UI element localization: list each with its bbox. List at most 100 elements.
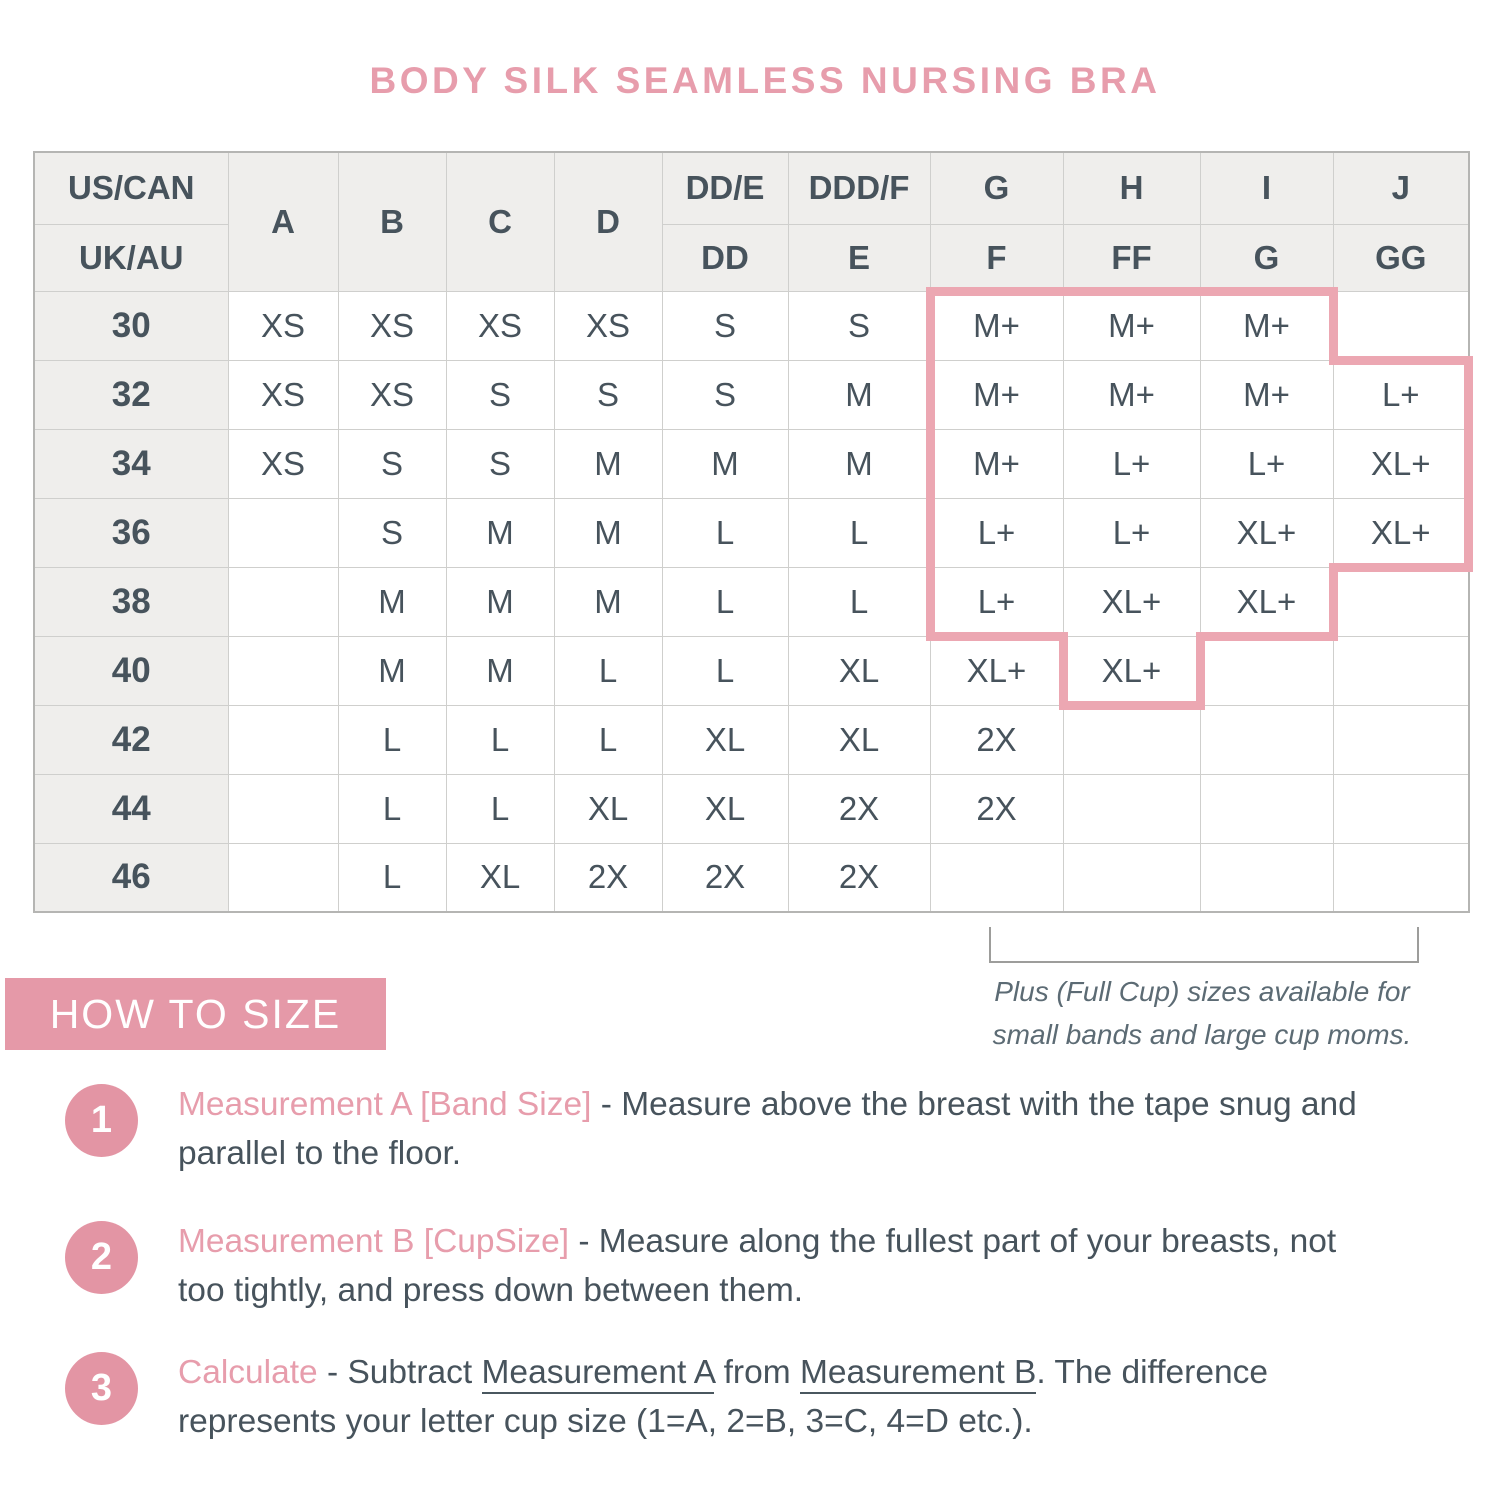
step-number-badge: 2 — [65, 1221, 138, 1294]
size-cell: L — [337, 704, 447, 775]
size-cell — [1199, 635, 1334, 706]
corner-us-can: US/CAN — [33, 151, 229, 225]
plus-region-outline — [925, 286, 1068, 365]
how-to-size-heading: HOW TO SIZE — [5, 978, 386, 1050]
table-row-band-30: 30 XS XS XS XS S S M+ M+ M+ — [33, 286, 1470, 365]
column-subheader-ff: FF — [1062, 223, 1201, 292]
size-cell: XS — [337, 359, 447, 430]
size-cell: XL — [661, 773, 789, 844]
size-cell: S — [445, 428, 555, 499]
size-cell: M — [787, 359, 931, 430]
size-cell: M — [553, 566, 663, 637]
size-cell: M — [337, 566, 447, 637]
step-body-segment: Subtract — [347, 1354, 482, 1391]
size-cell — [1062, 842, 1201, 913]
plus-region-outline — [925, 355, 1068, 434]
size-cell: M+ — [1195, 286, 1338, 365]
size-chart-header: US/CAN A B C D DD/E DDD/F G H I J UK/AU DD E F FF G GG — [33, 151, 1470, 292]
step-body-segment: Measurement B — [799, 1354, 1037, 1394]
size-cell — [929, 842, 1064, 913]
size-cell — [1332, 566, 1470, 637]
size-cell — [227, 497, 339, 568]
size-cell: XS — [227, 428, 339, 499]
size-cell: XL — [787, 704, 931, 775]
size-cell: XL+ — [929, 635, 1064, 706]
size-cell: M — [553, 428, 663, 499]
size-cell: L — [337, 842, 447, 913]
size-cell: S — [661, 290, 789, 361]
size-cell — [227, 704, 339, 775]
plus-region-outline — [1059, 425, 1205, 503]
plus-region-outline — [1196, 356, 1338, 434]
step-body-segment: Measure along the fullest part of your b… — [598, 1223, 1337, 1260]
plus-region-outline — [1329, 424, 1473, 503]
size-cell: M+ — [1058, 286, 1205, 361]
plus-sizes-bracket — [989, 927, 1419, 963]
size-chart-body: 30 XS XS XS XS S S M+ M+ M+ 32 XS XS S S S M M+ M+ M+ L+ 34 XS… — [33, 286, 1473, 913]
size-cell: S — [337, 497, 447, 568]
band-size-cell: 42 — [33, 704, 229, 775]
size-cell: M — [553, 497, 663, 568]
size-cell: L — [553, 635, 663, 706]
plus-region-outline — [1058, 286, 1205, 365]
step-number-badge: 3 — [65, 1352, 138, 1425]
size-cell: M+ — [925, 355, 1064, 434]
header-row-us: US/CAN A B C D DD/E DDD/F G H I J — [33, 151, 1470, 292]
plus-region-outline — [1059, 356, 1205, 434]
size-cell: M+ — [925, 424, 1064, 503]
size-cell: XL — [787, 635, 931, 706]
size-cell: L — [661, 566, 789, 637]
plus-region-outline — [1196, 494, 1338, 572]
step-number-badge: 1 — [65, 1084, 138, 1157]
step-text: Measurement A [Band Size] - Measure abov… — [178, 1080, 1470, 1178]
step-separator: - — [591, 1086, 622, 1123]
size-cell: L+ — [1199, 428, 1334, 499]
column-subheader-gg: GG — [1332, 223, 1470, 292]
plus-region-outline — [1195, 562, 1338, 641]
size-cell — [1199, 704, 1334, 775]
step-lead: Calculate — [178, 1354, 318, 1391]
column-subheader-dd: DD — [661, 223, 789, 292]
plus-region-outline — [925, 424, 1068, 503]
step-lead: Measurement B [CupSize] — [178, 1223, 570, 1260]
step-1: 1 Measurement A [Band Size] - Measure abo… — [65, 1080, 1470, 1178]
step-text: Measurement B [CupSize] - Measure along … — [178, 1217, 1470, 1315]
size-cell — [227, 566, 339, 637]
column-header-h: H — [1062, 151, 1201, 225]
step-2: 2 Measurement B [CupSize] - Measure along… — [65, 1217, 1470, 1315]
size-cell: XL+ — [1195, 562, 1338, 641]
size-cell: M+ — [1199, 359, 1334, 430]
table-row-band-40: 40 M M L L XL XL+ XL+ — [33, 631, 1470, 710]
size-cell — [227, 635, 339, 706]
step-body-segment: . The difference — [1036, 1354, 1268, 1391]
band-size-cell: 36 — [33, 497, 229, 568]
size-cell — [1332, 704, 1470, 775]
step-body-segment: parallel to the floor. — [178, 1135, 462, 1172]
size-cell: M — [445, 566, 555, 637]
table-row-band-32: 32 XS XS S S S M M+ M+ M+ L+ — [33, 355, 1473, 434]
size-cell: L — [661, 497, 789, 568]
column-subheader-f: F — [929, 223, 1064, 292]
table-row-band-46: 46 L XL 2X 2X 2X — [33, 842, 1470, 913]
size-cell: S — [661, 359, 789, 430]
size-cell: L — [445, 773, 555, 844]
band-size-cell: 32 — [33, 359, 229, 430]
size-cell: L+ — [1328, 355, 1473, 434]
table-row-band-44: 44 L L XL XL 2X 2X — [33, 773, 1470, 844]
plus-region-outline — [1058, 631, 1205, 710]
size-cell: XL+ — [1058, 631, 1205, 710]
size-cell: XL+ — [1062, 566, 1201, 637]
size-cell: XS — [227, 290, 339, 361]
step-lead: Measurement A [Band Size] — [178, 1086, 592, 1123]
size-cell: M — [787, 428, 931, 499]
header-row-uk: UK/AU DD E F FF G GG — [33, 223, 1470, 292]
band-size-cell: 46 — [33, 842, 229, 913]
column-header-a: A — [227, 151, 339, 292]
size-cell: L — [787, 497, 931, 568]
step-body-segment: represents your letter cup size (1=A, 2=… — [178, 1403, 1033, 1440]
size-cell: 2X — [553, 842, 663, 913]
band-size-cell: 44 — [33, 773, 229, 844]
size-cell: L — [337, 773, 447, 844]
size-cell: M+ — [1062, 359, 1201, 430]
size-cell: L — [553, 704, 663, 775]
